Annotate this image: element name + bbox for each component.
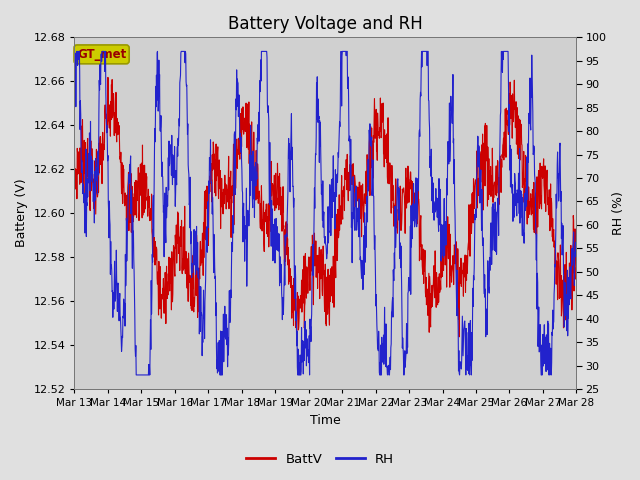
Text: GT_met: GT_met <box>77 48 126 61</box>
Y-axis label: Battery (V): Battery (V) <box>15 179 28 248</box>
X-axis label: Time: Time <box>310 414 341 427</box>
Y-axis label: RH (%): RH (%) <box>612 191 625 235</box>
Legend: BattV, RH: BattV, RH <box>241 447 399 471</box>
Title: Battery Voltage and RH: Battery Voltage and RH <box>228 15 423 33</box>
